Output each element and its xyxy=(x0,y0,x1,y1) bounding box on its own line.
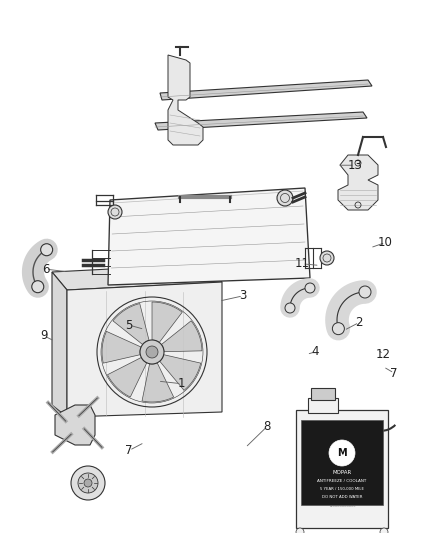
Text: 7: 7 xyxy=(125,444,133,457)
Circle shape xyxy=(146,346,158,358)
Polygon shape xyxy=(107,358,147,397)
Polygon shape xyxy=(161,321,202,352)
Text: 4: 4 xyxy=(311,345,319,358)
Text: M: M xyxy=(337,448,347,458)
Polygon shape xyxy=(160,80,372,100)
Text: 9: 9 xyxy=(40,329,48,342)
Circle shape xyxy=(380,528,388,533)
Circle shape xyxy=(108,205,122,219)
Circle shape xyxy=(332,322,344,335)
Circle shape xyxy=(41,244,53,256)
Text: 11: 11 xyxy=(295,257,310,270)
Polygon shape xyxy=(52,264,222,290)
Polygon shape xyxy=(338,155,378,210)
Circle shape xyxy=(32,281,44,293)
Circle shape xyxy=(84,479,92,487)
Circle shape xyxy=(320,251,334,265)
Polygon shape xyxy=(108,188,310,285)
Text: 6: 6 xyxy=(42,263,50,276)
Text: 3: 3 xyxy=(240,289,247,302)
Polygon shape xyxy=(168,55,203,145)
Text: 7: 7 xyxy=(390,367,398,379)
Polygon shape xyxy=(67,282,222,417)
Polygon shape xyxy=(152,302,182,342)
Circle shape xyxy=(329,440,355,466)
Text: 5: 5 xyxy=(126,319,133,332)
Polygon shape xyxy=(52,272,67,417)
Text: 13: 13 xyxy=(347,159,362,172)
Bar xyxy=(296,410,388,528)
Text: 10: 10 xyxy=(378,236,393,249)
Text: 8: 8 xyxy=(264,420,271,433)
Polygon shape xyxy=(155,112,367,130)
Polygon shape xyxy=(142,363,174,402)
Bar xyxy=(311,388,335,400)
Circle shape xyxy=(359,286,371,298)
Polygon shape xyxy=(55,405,95,445)
Circle shape xyxy=(305,283,315,293)
Text: 12: 12 xyxy=(376,348,391,361)
Circle shape xyxy=(78,473,98,493)
Text: MOPAR: MOPAR xyxy=(332,471,352,475)
Polygon shape xyxy=(160,354,201,390)
Bar xyxy=(301,420,383,505)
Bar xyxy=(308,398,338,413)
Text: DO NOT ADD WATER: DO NOT ADD WATER xyxy=(322,495,362,499)
Circle shape xyxy=(140,340,164,364)
Text: 2: 2 xyxy=(355,316,363,329)
Circle shape xyxy=(285,303,295,313)
Polygon shape xyxy=(102,332,141,363)
Text: ANTIFREEZE / COOLANT: ANTIFREEZE / COOLANT xyxy=(317,479,367,483)
Polygon shape xyxy=(113,303,149,344)
Text: 1: 1 xyxy=(178,377,186,390)
Text: 5 YEAR / 150,000 MILE: 5 YEAR / 150,000 MILE xyxy=(320,487,364,491)
Text: _______________: _______________ xyxy=(329,503,355,507)
Circle shape xyxy=(71,466,105,500)
Circle shape xyxy=(296,528,304,533)
Circle shape xyxy=(277,190,293,206)
